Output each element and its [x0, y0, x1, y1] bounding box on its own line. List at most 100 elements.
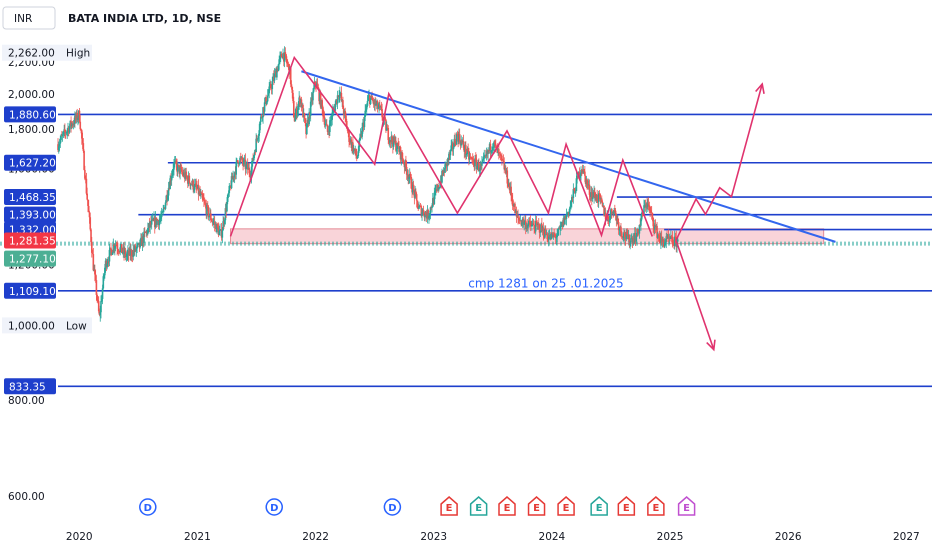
candle-body	[253, 151, 256, 156]
candle-body	[550, 234, 552, 240]
candle-body	[286, 63, 289, 65]
candle-body	[629, 242, 631, 245]
candle-body	[345, 115, 347, 122]
candle-body	[291, 86, 294, 93]
candle-body	[662, 238, 665, 243]
candle-body	[206, 204, 209, 207]
candle-body	[635, 235, 638, 242]
candle-body	[95, 280, 98, 295]
candle-body	[552, 234, 555, 237]
candle-body	[65, 132, 68, 134]
price-labels-layer: 2,262.00 High 1,000.00 Low 1,880.60 1,627.20 1…	[2, 44, 92, 395]
event-label: E	[446, 503, 453, 514]
candle-body	[223, 220, 226, 225]
candle-body	[297, 103, 300, 110]
y-tick-label: 1,800.00	[8, 124, 55, 136]
candle-body	[130, 250, 133, 257]
candle-body	[384, 117, 386, 120]
currency-badge[interactable]	[2, 6, 56, 30]
candle-body	[241, 157, 244, 162]
candle-body	[236, 160, 239, 162]
x-tick-label: 2026	[775, 531, 802, 543]
x-tick-label: 2020	[66, 531, 93, 543]
candle-body	[566, 213, 568, 215]
candle-body	[387, 128, 390, 141]
event-label: E	[533, 503, 540, 514]
x-tick-label: 2022	[302, 531, 329, 543]
candle-body	[286, 59, 288, 64]
candle-body	[467, 148, 469, 152]
candle-body	[227, 193, 230, 195]
candle-body	[500, 154, 502, 156]
candle-body	[547, 236, 550, 241]
candle-body	[658, 235, 661, 239]
candle-body	[137, 244, 139, 246]
candle-body	[180, 167, 183, 172]
level-price-label: 1,627.20	[9, 158, 56, 170]
candle-body	[435, 189, 437, 191]
candle-body	[490, 150, 492, 153]
candle-body	[415, 191, 417, 195]
candle-body	[512, 205, 515, 207]
candle-body	[620, 232, 623, 237]
candle-body	[529, 221, 532, 226]
candle-body	[533, 225, 535, 229]
earnings-marker-icon	[677, 496, 696, 516]
candle-body	[296, 109, 299, 116]
candle-body	[511, 195, 513, 200]
candle-body	[232, 176, 234, 180]
dividend-marker-icon	[383, 498, 402, 516]
candle-body	[210, 220, 213, 222]
candle-body	[393, 136, 396, 143]
candle-body	[135, 248, 138, 251]
candle-body	[628, 234, 631, 245]
candle-body	[300, 99, 303, 108]
zigzag-wave	[229, 55, 654, 238]
candle-body	[308, 112, 310, 125]
candle-body	[254, 151, 257, 153]
candle-body	[435, 189, 438, 191]
candle-body	[474, 158, 476, 167]
candle-body	[539, 231, 542, 233]
candle-body	[97, 299, 99, 302]
candle-body	[379, 104, 381, 107]
candle-body	[603, 205, 605, 216]
x-tick-label: 2025	[657, 531, 684, 543]
candle-body	[195, 183, 198, 188]
candle-body	[377, 107, 380, 109]
candle-body	[555, 237, 558, 239]
candle-body	[458, 134, 461, 142]
candle-body	[271, 81, 274, 90]
candle-body	[510, 186, 512, 196]
candle-body	[167, 187, 170, 196]
candle-body	[579, 174, 582, 178]
candle-body	[188, 175, 191, 183]
candle-body	[502, 160, 505, 162]
candle-body	[284, 52, 287, 55]
candle-body	[160, 217, 162, 219]
candle-body	[365, 105, 368, 110]
candle-body	[276, 69, 278, 78]
candle-body	[59, 139, 62, 144]
candle-body	[484, 155, 487, 157]
x-axis: 2020 2021 2022 2023 2024 2025 2026 2027	[66, 531, 920, 543]
candle-body	[66, 130, 69, 133]
event-label: E	[504, 503, 511, 514]
earnings-marker-icon	[527, 496, 546, 516]
candle-body	[386, 127, 389, 129]
candle-body	[402, 158, 404, 163]
candle-body	[395, 149, 398, 151]
candle-body	[673, 236, 676, 246]
candle-body	[186, 176, 188, 178]
x-tick-label: 2024	[539, 531, 566, 543]
candle-body	[309, 101, 312, 116]
candle-body	[558, 228, 561, 230]
candle-body	[116, 245, 118, 249]
candle-body	[367, 96, 370, 101]
candle-body	[238, 163, 241, 164]
earnings-marker-icon	[617, 496, 636, 516]
candle-body	[266, 101, 268, 105]
candle-body	[57, 146, 60, 151]
candle-body	[347, 130, 350, 132]
